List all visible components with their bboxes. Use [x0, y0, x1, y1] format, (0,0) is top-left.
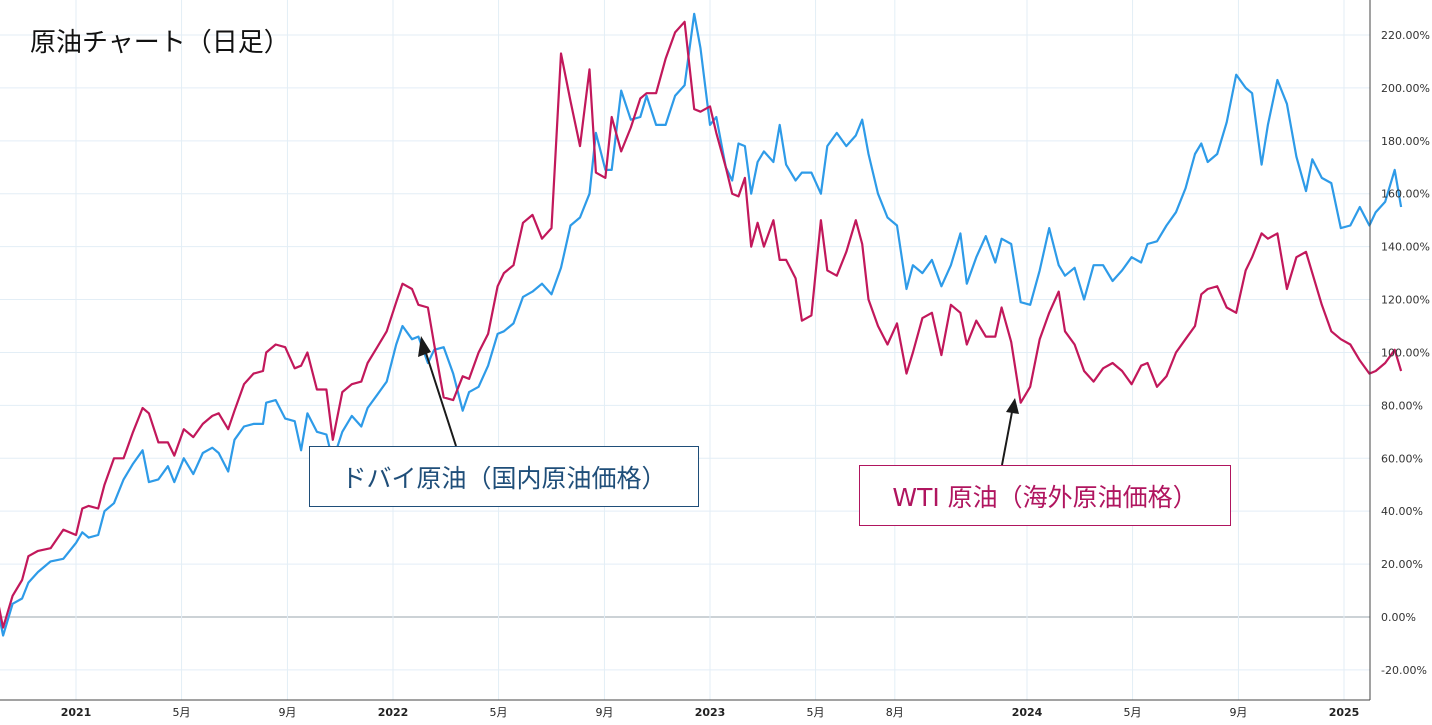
- dubai-arrow-head: [418, 336, 431, 357]
- wti-callout: WTI 原油（海外原油価格）: [859, 465, 1231, 526]
- annotation-arrows: [418, 336, 1019, 466]
- y-tick-label: 120.00%: [1381, 294, 1430, 307]
- y-tick-label: -20.00%: [1381, 664, 1427, 677]
- chart-title: 原油チャート（日足）: [30, 28, 290, 58]
- wti-series-line: [0, 20, 1403, 629]
- y-tick-label: 0.00%: [1381, 611, 1416, 624]
- wti-arrow-head: [1006, 398, 1019, 414]
- y-tick-label: 60.00%: [1381, 452, 1423, 465]
- y-tick-label: 80.00%: [1381, 399, 1423, 412]
- x-tick-label: 2022: [378, 706, 409, 719]
- x-tick-label: 5月: [490, 706, 508, 719]
- dubai-arrow-shaft: [424, 349, 457, 447]
- x-tick-label: 5月: [1124, 706, 1142, 719]
- y-tick-label: 180.00%: [1381, 135, 1430, 148]
- axes: [0, 0, 1371, 701]
- y-tick-label: 160.00%: [1381, 188, 1430, 201]
- x-tick-label: 8月: [886, 706, 904, 719]
- x-tick-label: 9月: [595, 706, 613, 719]
- x-tick-label: 2023: [695, 706, 726, 719]
- y-tick-labels: 220.00% 200.00% 180.00% 160.00% 140.00% 120.0…: [1381, 29, 1430, 677]
- y-tick-label: 220.00%: [1381, 29, 1430, 42]
- y-tick-label: 20.00%: [1381, 558, 1423, 571]
- dubai-callout: ドバイ原油（国内原油価格）: [309, 446, 699, 507]
- y-tick-label: 200.00%: [1381, 82, 1430, 95]
- y-tick-label: 40.00%: [1381, 505, 1423, 518]
- x-tick-label: 9月: [1229, 706, 1247, 719]
- grid-lines: [0, 0, 1370, 700]
- x-tick-label: 2021: [61, 706, 92, 719]
- y-tick-label: 100.00%: [1381, 346, 1430, 359]
- dubai-series-line: [0, 12, 1403, 637]
- y-tick-label: 140.00%: [1381, 241, 1430, 254]
- series-lines: [0, 12, 1403, 637]
- wti-arrow-shaft: [1001, 411, 1013, 466]
- x-tick-label: 2024: [1012, 706, 1043, 719]
- x-tick-labels: 2021 5月 9月 2022 5月 9月 2023 5月 8月 2024 5月 9月 2025: [61, 706, 1360, 719]
- x-tick-label: 9月: [278, 706, 296, 719]
- x-tick-label: 5月: [173, 706, 191, 719]
- x-tick-label: 2025: [1329, 706, 1360, 719]
- x-tick-label: 5月: [807, 706, 825, 719]
